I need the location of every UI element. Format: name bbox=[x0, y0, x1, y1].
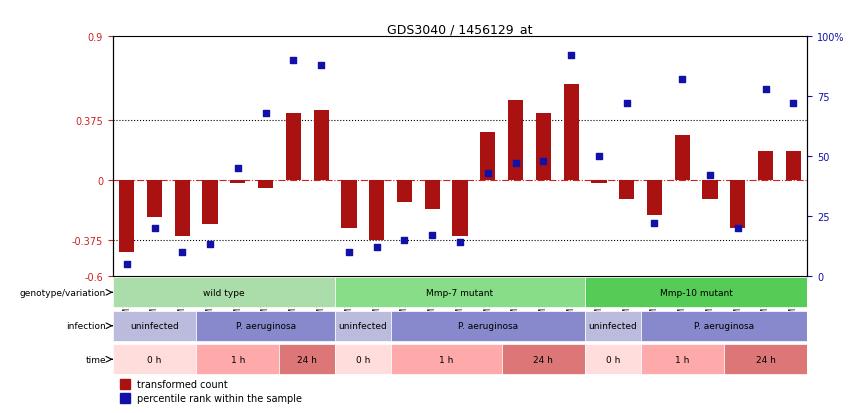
Text: 0 h: 0 h bbox=[148, 355, 161, 364]
Text: P. aeruginosa: P. aeruginosa bbox=[235, 321, 296, 330]
FancyBboxPatch shape bbox=[113, 311, 196, 341]
Bar bbox=[730, 180, 746, 228]
Text: 24 h: 24 h bbox=[298, 355, 317, 364]
Point bbox=[592, 153, 606, 160]
Point bbox=[509, 160, 523, 167]
Point bbox=[675, 77, 689, 83]
Point bbox=[453, 239, 467, 246]
FancyBboxPatch shape bbox=[113, 278, 335, 308]
Text: genotype/variation: genotype/variation bbox=[20, 288, 106, 297]
Bar bbox=[202, 180, 218, 225]
FancyBboxPatch shape bbox=[279, 344, 335, 375]
Point bbox=[481, 170, 495, 176]
FancyBboxPatch shape bbox=[196, 311, 335, 341]
FancyBboxPatch shape bbox=[585, 311, 641, 341]
Point bbox=[231, 165, 245, 172]
Point bbox=[175, 249, 189, 255]
FancyBboxPatch shape bbox=[113, 344, 196, 375]
Point bbox=[120, 261, 134, 267]
Text: uninfected: uninfected bbox=[589, 321, 637, 330]
Bar bbox=[702, 180, 718, 199]
Text: 1 h: 1 h bbox=[439, 355, 453, 364]
Point bbox=[314, 62, 328, 69]
Bar bbox=[647, 180, 662, 216]
FancyBboxPatch shape bbox=[391, 311, 585, 341]
Point bbox=[620, 101, 634, 107]
FancyBboxPatch shape bbox=[502, 344, 585, 375]
Bar bbox=[480, 133, 496, 180]
Bar bbox=[120, 379, 130, 389]
Text: 24 h: 24 h bbox=[534, 355, 553, 364]
FancyBboxPatch shape bbox=[641, 344, 724, 375]
Point bbox=[425, 232, 439, 239]
Point bbox=[786, 101, 800, 107]
Text: 0 h: 0 h bbox=[356, 355, 370, 364]
Bar bbox=[508, 101, 523, 180]
FancyBboxPatch shape bbox=[641, 311, 807, 341]
Bar bbox=[786, 152, 801, 180]
Text: Mmp-7 mutant: Mmp-7 mutant bbox=[426, 288, 494, 297]
Bar bbox=[591, 180, 607, 183]
Bar bbox=[230, 180, 246, 183]
FancyBboxPatch shape bbox=[585, 278, 807, 308]
Point bbox=[536, 158, 550, 165]
Text: wild type: wild type bbox=[203, 288, 245, 297]
Text: infection: infection bbox=[66, 321, 106, 330]
Point bbox=[703, 172, 717, 179]
Text: 24 h: 24 h bbox=[756, 355, 775, 364]
Bar bbox=[369, 180, 385, 241]
Point bbox=[259, 110, 273, 117]
Text: percentile rank within the sample: percentile rank within the sample bbox=[137, 394, 302, 404]
FancyBboxPatch shape bbox=[585, 344, 641, 375]
Bar bbox=[397, 180, 412, 203]
FancyBboxPatch shape bbox=[335, 344, 391, 375]
Bar bbox=[452, 180, 468, 236]
Bar bbox=[424, 180, 440, 209]
Bar bbox=[341, 180, 357, 228]
Text: P. aeruginosa: P. aeruginosa bbox=[694, 321, 754, 330]
Text: 0 h: 0 h bbox=[606, 355, 620, 364]
Point bbox=[398, 237, 411, 243]
Point bbox=[286, 58, 300, 64]
Bar bbox=[313, 110, 329, 180]
Text: transformed count: transformed count bbox=[137, 379, 228, 389]
Point bbox=[731, 225, 745, 231]
Bar bbox=[174, 180, 190, 236]
Point bbox=[203, 242, 217, 248]
Text: 1 h: 1 h bbox=[231, 355, 245, 364]
Bar bbox=[563, 85, 579, 180]
Text: P. aeruginosa: P. aeruginosa bbox=[457, 321, 518, 330]
Point bbox=[759, 86, 773, 93]
FancyBboxPatch shape bbox=[335, 311, 391, 341]
FancyBboxPatch shape bbox=[335, 278, 585, 308]
Text: uninfected: uninfected bbox=[339, 321, 387, 330]
Title: GDS3040 / 1456129_at: GDS3040 / 1456129_at bbox=[387, 23, 533, 36]
Bar bbox=[674, 136, 690, 180]
Bar bbox=[286, 114, 301, 180]
Bar bbox=[758, 152, 773, 180]
Text: uninfected: uninfected bbox=[130, 321, 179, 330]
Bar bbox=[619, 180, 635, 199]
Point bbox=[342, 249, 356, 255]
Point bbox=[370, 244, 384, 251]
FancyBboxPatch shape bbox=[724, 344, 807, 375]
FancyBboxPatch shape bbox=[196, 344, 279, 375]
Bar bbox=[119, 180, 135, 252]
Text: Mmp-10 mutant: Mmp-10 mutant bbox=[660, 288, 733, 297]
Bar bbox=[536, 114, 551, 180]
Text: time: time bbox=[85, 355, 106, 364]
Bar bbox=[258, 180, 273, 188]
Bar bbox=[120, 393, 130, 404]
Bar bbox=[147, 180, 162, 217]
Point bbox=[148, 225, 161, 231]
Point bbox=[564, 53, 578, 59]
FancyBboxPatch shape bbox=[391, 344, 502, 375]
Text: 1 h: 1 h bbox=[675, 355, 689, 364]
Point bbox=[648, 220, 661, 227]
